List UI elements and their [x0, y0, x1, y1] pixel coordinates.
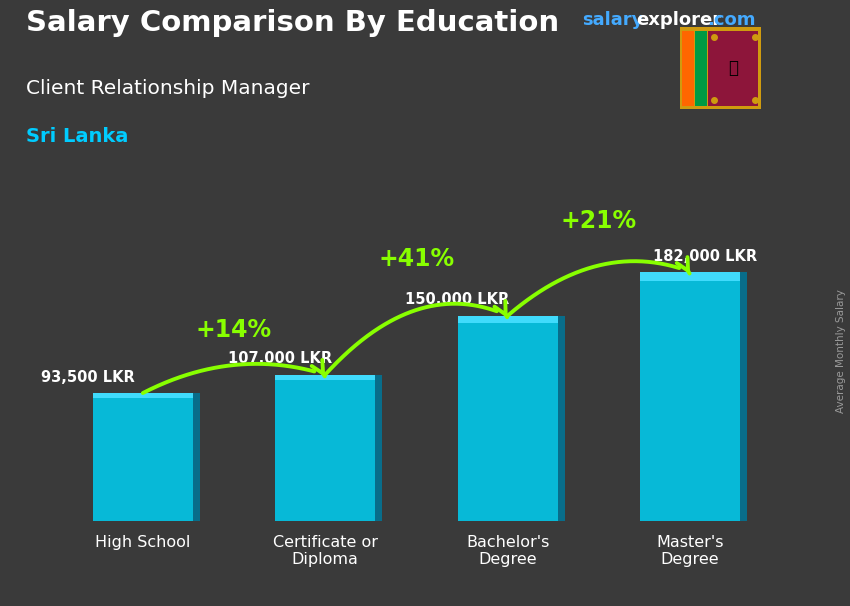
- Bar: [683, 31, 694, 105]
- Text: 93,500 LKR: 93,500 LKR: [42, 370, 135, 385]
- Bar: [275, 375, 376, 380]
- Text: Salary Comparison By Education: Salary Comparison By Education: [26, 9, 558, 37]
- Bar: [275, 375, 376, 521]
- Text: +41%: +41%: [378, 247, 455, 271]
- Bar: [695, 31, 706, 105]
- Bar: [640, 272, 740, 521]
- Text: +21%: +21%: [561, 209, 637, 233]
- Bar: [193, 393, 200, 521]
- Bar: [457, 316, 558, 521]
- Text: 150,000 LKR: 150,000 LKR: [405, 293, 509, 307]
- Text: 107,000 LKR: 107,000 LKR: [228, 351, 332, 367]
- Bar: [558, 316, 565, 521]
- Text: Sri Lanka: Sri Lanka: [26, 127, 128, 146]
- Text: +14%: +14%: [196, 318, 272, 342]
- Bar: [640, 272, 740, 281]
- Text: 🦁: 🦁: [728, 59, 739, 77]
- Text: Average Monthly Salary: Average Monthly Salary: [836, 290, 846, 413]
- Text: explorer: explorer: [636, 11, 721, 29]
- Bar: [708, 31, 758, 105]
- Bar: [93, 393, 193, 398]
- Text: salary: salary: [582, 11, 643, 29]
- Bar: [457, 316, 558, 323]
- Text: 182,000 LKR: 182,000 LKR: [653, 248, 757, 264]
- Bar: [93, 393, 193, 521]
- Bar: [376, 375, 382, 521]
- Bar: [740, 272, 747, 521]
- Text: Client Relationship Manager: Client Relationship Manager: [26, 79, 309, 98]
- Text: .com: .com: [707, 11, 756, 29]
